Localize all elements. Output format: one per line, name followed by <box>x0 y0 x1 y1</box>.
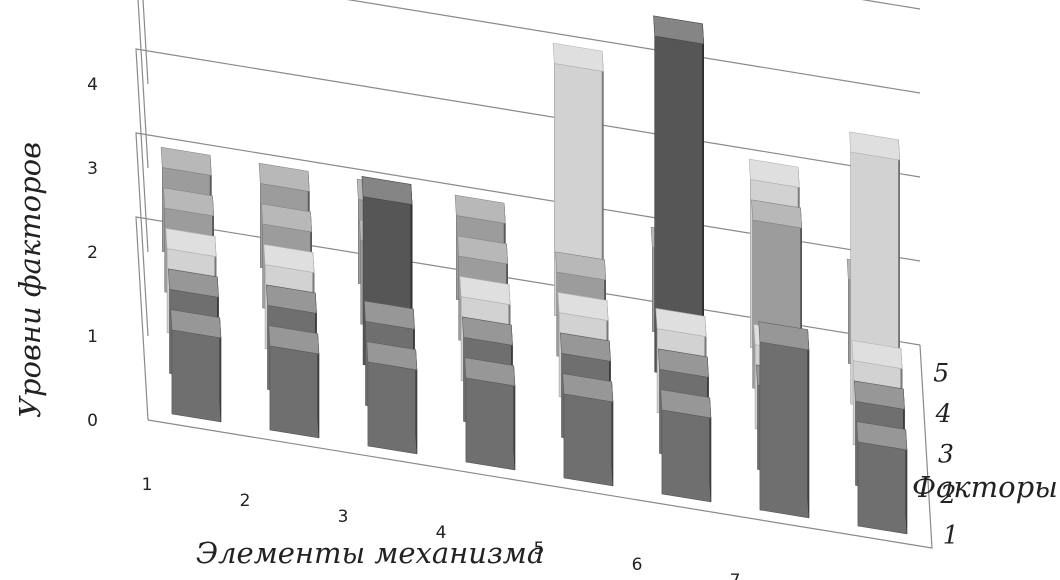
bar <box>268 325 320 439</box>
bar-top <box>464 357 516 387</box>
bar-front <box>269 345 320 439</box>
bar <box>170 309 222 423</box>
z-tick-labels: 1 2 3 4 5 <box>933 358 959 549</box>
bar <box>464 357 516 471</box>
floor-edge <box>147 344 933 549</box>
bar <box>366 341 418 455</box>
bar-front <box>367 361 418 455</box>
gridline-3 <box>137 0 921 169</box>
gridline-1 <box>135 132 921 337</box>
bar-top <box>265 284 317 314</box>
x-tick-label: 6 <box>632 555 643 575</box>
x-tick-labels: 12345678 <box>142 475 741 580</box>
y-tick-label: 0 <box>87 411 98 431</box>
bar-top <box>853 380 905 410</box>
bar-top <box>660 389 712 419</box>
z-tick-label: 3 <box>938 440 954 469</box>
bar-top <box>856 421 908 451</box>
x-axis-title: Элементы механизма <box>196 536 544 570</box>
bar-top <box>263 244 315 273</box>
bar-front <box>759 341 810 519</box>
y-axis-title: Уровни факторов <box>13 142 47 418</box>
bar-front <box>171 329 222 423</box>
y-tick-label: 4 <box>87 75 98 95</box>
z-tick-label: 2 <box>939 480 956 509</box>
bar-top <box>559 332 611 362</box>
bar-top <box>552 42 604 72</box>
x-tick-label: 4 <box>436 523 447 543</box>
bar-top <box>758 321 810 351</box>
z-axis-title: Факторы <box>912 470 1058 504</box>
bar-top <box>454 194 506 224</box>
bar-top <box>849 131 901 161</box>
bar-top <box>167 268 219 298</box>
z-tick-label: 5 <box>933 358 949 387</box>
bar-top <box>555 251 607 281</box>
bar-front <box>563 393 614 487</box>
x-tick-label: 1 <box>142 475 153 495</box>
bar-top <box>748 158 800 188</box>
bar-top <box>363 300 415 330</box>
bar-top <box>361 176 413 205</box>
bar-front <box>857 441 908 535</box>
bar-top <box>657 348 709 378</box>
y-tick-label: 3 <box>87 159 98 179</box>
x-tick-label: 7 <box>730 571 741 580</box>
bar-top <box>366 341 418 371</box>
bar-top <box>170 309 222 339</box>
gridlines <box>135 0 933 549</box>
x-tick-label: 2 <box>240 491 251 511</box>
y-tick-label: 1 <box>87 327 98 347</box>
x-tick-label: 3 <box>338 507 349 527</box>
bar-top <box>268 325 320 355</box>
bar-top <box>655 308 707 337</box>
z-tick-label: 1 <box>943 521 959 550</box>
bar-top <box>461 316 513 346</box>
bar <box>562 373 614 487</box>
gridline-2 <box>135 48 921 253</box>
bar <box>660 389 712 503</box>
bar-top <box>258 162 310 192</box>
y-tick-labels: 0 1 2 3 4 <box>87 75 98 431</box>
bar <box>758 321 810 519</box>
bar-front <box>465 377 516 471</box>
gridline-4 <box>142 0 921 85</box>
bar-top <box>557 292 609 321</box>
bar-top <box>562 373 614 403</box>
bar-top <box>261 203 313 233</box>
x-tick-label: 5 <box>534 539 545 559</box>
bar-top <box>165 228 217 257</box>
bar-top <box>459 276 511 305</box>
bar <box>856 421 908 535</box>
bar-top <box>457 235 509 265</box>
bar-top <box>653 15 705 45</box>
bars <box>160 15 908 535</box>
bar-top <box>160 146 212 176</box>
bar-top <box>851 340 903 369</box>
z-tick-label: 4 <box>935 399 952 428</box>
bar-top <box>163 187 215 217</box>
bar-front <box>661 409 712 503</box>
bar-top <box>751 199 803 229</box>
bar-side <box>807 329 810 518</box>
y-tick-label: 2 <box>87 243 98 263</box>
